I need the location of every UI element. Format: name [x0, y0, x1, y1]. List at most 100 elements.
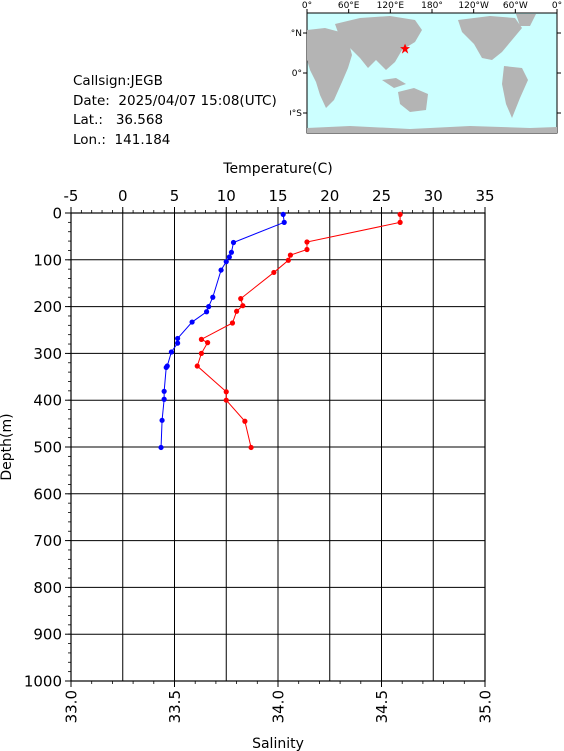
- salinity-point: [287, 252, 294, 258]
- land-indonesia: [382, 78, 406, 88]
- map-lon-label: 120°E: [377, 1, 405, 11]
- depth-tick-label: 400: [33, 392, 62, 410]
- map-labels: 0° 60°E 120°E 180° 120°W 60°W 0° 60°N 0° 60°S: [290, 1, 562, 119]
- land-greenland: [516, 14, 536, 26]
- top-tick-label: 30: [424, 187, 443, 205]
- temperature-point: [203, 309, 210, 315]
- bottom-tick-label: 33.5: [166, 690, 184, 723]
- salinity-point: [205, 340, 211, 346]
- tick-labels: -5 0 5 10 15 20 25 30 35010020030040050060070080…: [24, 187, 495, 723]
- depth-tick-label: 900: [33, 626, 62, 644]
- temperature-profile-line: [160, 214, 285, 448]
- top-tick-label: 0: [118, 187, 128, 205]
- salinity-point: [271, 269, 277, 276]
- temperature-point: [281, 219, 287, 225]
- station-info: Callsign:JEGB Date: 2025/04/07 15:08(UTC…: [73, 72, 277, 150]
- temperature-point: [226, 254, 232, 260]
- salinity-point: [242, 418, 248, 424]
- depth-tick-label: 200: [33, 298, 62, 316]
- map-lon-label: 120°W: [458, 1, 489, 11]
- lat-row: Lat.: 36.568: [73, 111, 277, 131]
- land-australia: [398, 88, 428, 112]
- salinity-point: [304, 239, 310, 245]
- profile-chart: -5 0 5 10 15 20 25 30 35010020030040050060070080…: [0, 161, 495, 751]
- temperature-point: [175, 340, 181, 346]
- salinity-point: [397, 219, 403, 225]
- y-axis-label: Depth(m): [0, 413, 15, 480]
- depth-tick-label: 500: [33, 439, 62, 457]
- top-tick-label: -5: [64, 187, 79, 205]
- bottom-axis-label: Salinity: [252, 736, 304, 751]
- chart-grid: [70, 212, 486, 682]
- salinity-point: [198, 336, 205, 342]
- map-lat-label: 60°S: [290, 109, 302, 119]
- map-ticks: [303, 9, 561, 114]
- salinity-point: [198, 350, 205, 356]
- salinity-point: [248, 444, 254, 451]
- temperature-point: [161, 388, 167, 394]
- depth-tick-label: 800: [33, 579, 62, 597]
- station-star-icon: [400, 43, 411, 54]
- bottom-tick-label: 34.5: [373, 690, 391, 723]
- temperature-point: [280, 211, 286, 218]
- temperature-point: [223, 259, 229, 265]
- salinity-point: [223, 397, 229, 403]
- map-lon-label: 0°: [552, 1, 562, 11]
- depth-tick-label: 1000: [24, 673, 62, 691]
- temperature-point: [161, 396, 167, 402]
- temperature-point: [210, 294, 216, 300]
- axis-ticks: [65, 207, 486, 687]
- temperature-point: [230, 239, 237, 246]
- bottom-tick-label: 33.0: [63, 690, 81, 723]
- lon-row: Lon.: 141.184: [73, 131, 277, 151]
- top-tick-label: 25: [372, 187, 391, 205]
- lon-label: Lon.:: [73, 131, 106, 148]
- map-lon-label: 180°: [421, 1, 443, 11]
- temperature-point: [158, 444, 164, 451]
- land-south-america: [502, 66, 528, 118]
- temperature-point: [159, 417, 165, 423]
- salinity-point: [234, 308, 240, 314]
- top-tick-label: 20: [320, 187, 339, 205]
- top-tick-label: 15: [268, 187, 287, 205]
- lat-value: 36.568: [115, 112, 164, 128]
- salinity-point: [304, 246, 310, 253]
- land-north-america: [458, 16, 522, 60]
- world-map: 0° 60°E 120°E 180° 120°W 60°W 0° 60°N 0° 60°S: [290, 1, 562, 134]
- depth-tick-label: 0: [52, 205, 62, 223]
- depth-tick-label: 100: [33, 251, 62, 269]
- map-lat-label: 60°N: [290, 29, 302, 39]
- temperature-point: [189, 319, 195, 325]
- top-tick-label: 10: [217, 187, 236, 205]
- land-asia: [335, 16, 422, 70]
- bottom-tick-label: 35.0: [477, 690, 495, 723]
- salinity-point: [285, 257, 291, 263]
- temperature-point: [206, 304, 212, 310]
- salinity-point: [397, 211, 403, 218]
- salinity-point: [238, 296, 244, 302]
- chart-series: [158, 211, 403, 451]
- bottom-tick-label: 34.0: [270, 690, 288, 723]
- salinity-point: [229, 320, 236, 326]
- callsign-text: Callsign:JEGB: [73, 73, 163, 89]
- land-africa-europe: [307, 28, 352, 108]
- top-tick-label: 35: [475, 187, 494, 205]
- temperature-point: [228, 249, 235, 255]
- map-lon-label: 60°E: [338, 1, 360, 11]
- temperature-point: [218, 267, 224, 273]
- salinity-point: [223, 389, 229, 395]
- lat-label: Lat.:: [73, 112, 103, 128]
- salinity-profile-line: [196, 214, 401, 448]
- temperature-point: [163, 364, 169, 371]
- depth-tick-label: 700: [33, 532, 62, 550]
- depth-tick-label: 600: [33, 485, 62, 503]
- salinity-point: [240, 303, 246, 309]
- map-lon-label: 0°: [302, 1, 312, 11]
- station-marker: [400, 43, 411, 54]
- map-lat-label: 0°: [292, 69, 302, 79]
- land-antarctica: [307, 126, 557, 133]
- map-land: [307, 14, 557, 133]
- date-row: Date: 2025/04/07 15:08(UTC): [73, 92, 277, 112]
- top-axis-label: Temperature(C): [222, 161, 332, 177]
- temperature-point: [168, 349, 174, 355]
